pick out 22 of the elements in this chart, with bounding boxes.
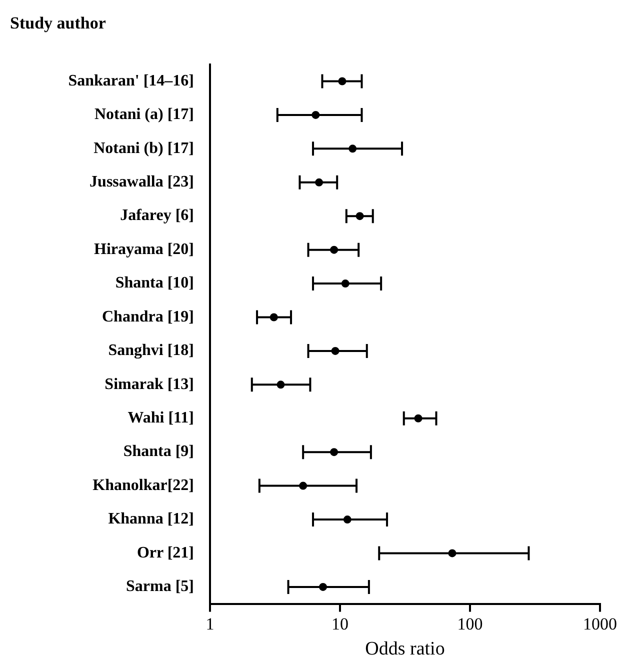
x-tick-label: 10 [332, 614, 348, 634]
y-axis-title: Study author [10, 14, 106, 33]
y-tick-label: Notani (a) [17] [94, 106, 194, 124]
y-tick-label: Wahi [11] [128, 410, 194, 427]
y-tick-label: Sanghvi [18] [108, 342, 194, 360]
y-tick-label: Sankaran' [14–16] [68, 72, 194, 90]
x-axis-title: Odds ratio [365, 638, 445, 660]
y-tick-label: Khanolkar[22] [92, 476, 194, 494]
y-tick-label: Shanta [10] [115, 274, 194, 292]
y-tick-label: Jafarey [6] [120, 207, 194, 224]
x-tick-label: 100 [457, 614, 483, 634]
x-tick-label: 1000 [583, 614, 617, 634]
y-tick-label: Hirayama [20] [94, 240, 194, 258]
y-tick-label: Sarma [5] [126, 578, 194, 596]
y-tick-label: Notani (b) [17] [94, 140, 194, 157]
y-tick-label: Orr [21] [136, 544, 194, 562]
y-tick-label: Jussawalla [23] [90, 174, 194, 191]
y-tick-label: Chandra [19] [102, 308, 194, 326]
y-tick-label: Shanta [9] [123, 443, 194, 460]
y-tick-label: Khanna [12] [108, 510, 194, 528]
x-tick-label: 1 [206, 614, 214, 634]
y-tick-label: Simarak [13] [104, 376, 194, 393]
